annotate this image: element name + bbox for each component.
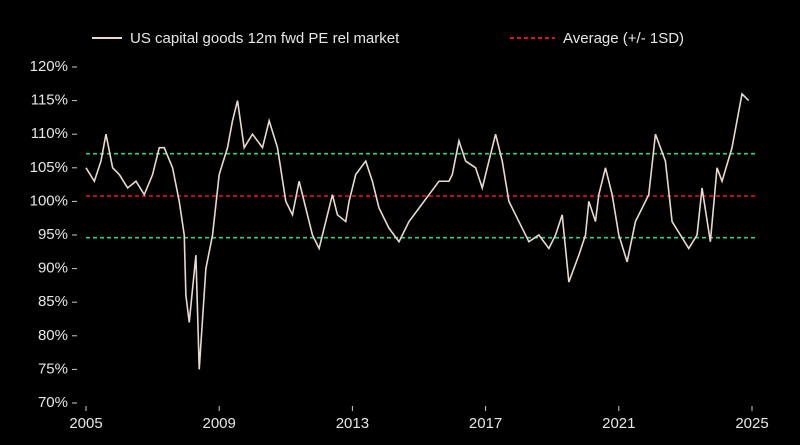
legend-label: US capital goods 12m fwd PE rel market (130, 30, 400, 47)
x-tick-label: 2009 (203, 415, 236, 432)
y-tick-label: 80% (38, 327, 68, 344)
x-tick-label: 2005 (69, 415, 102, 432)
y-tick-label: 95% (38, 226, 68, 243)
x-tick-label: 2017 (469, 415, 502, 432)
x-tick-label: 2021 (602, 415, 635, 432)
y-tick-label: 75% (38, 360, 68, 377)
legend-label: Average (+/- 1SD) (563, 30, 684, 47)
y-tick-label: 70% (38, 394, 68, 411)
y-tick-label: 115% (31, 92, 68, 109)
y-tick-label: 90% (38, 260, 68, 277)
x-tick-label: 2013 (336, 415, 369, 432)
y-tick-label: 105% (30, 159, 68, 176)
data-line (85, 92, 750, 370)
x-tick-label: 2025 (735, 415, 768, 432)
y-tick-label: 110% (31, 125, 68, 142)
y-tick-label: 120% (30, 58, 68, 75)
y-tick-label: 85% (38, 293, 68, 310)
y-tick-label: 100% (30, 192, 68, 209)
